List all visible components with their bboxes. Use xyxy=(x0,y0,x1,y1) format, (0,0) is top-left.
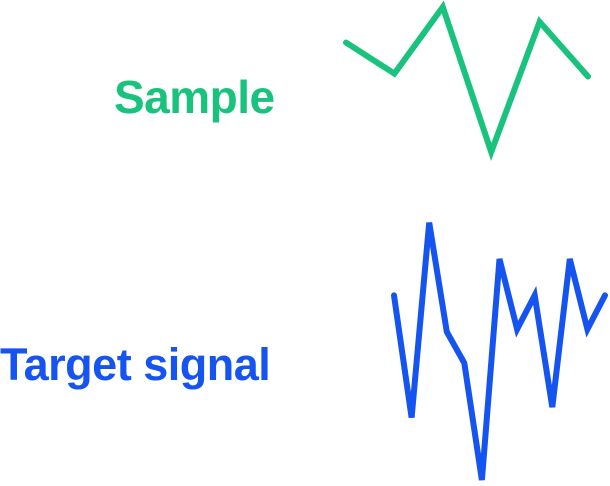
sample-label: Sample xyxy=(114,71,275,123)
target-signal-label: Target signal xyxy=(0,339,271,390)
target-signal-waveform-line xyxy=(391,222,608,481)
sample-waveform-line xyxy=(343,0,591,162)
